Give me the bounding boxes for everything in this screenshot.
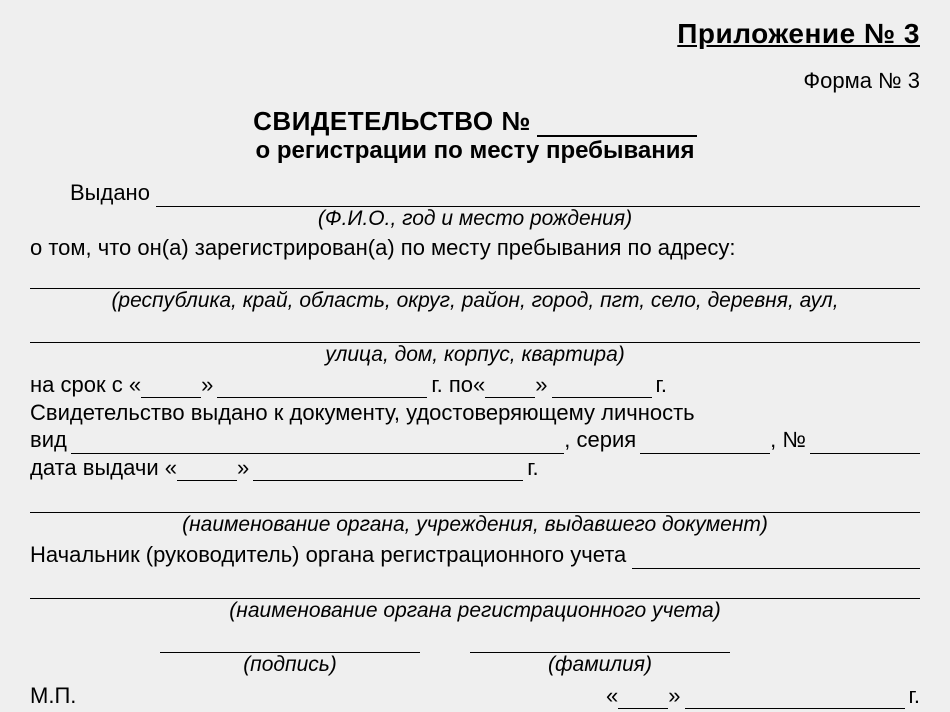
reg-authority-hint: (наименование органа регистрационного уч… bbox=[30, 599, 920, 623]
reg-authority-blank[interactable] bbox=[30, 573, 920, 599]
mp-month[interactable] bbox=[685, 684, 905, 708]
q5: » bbox=[668, 683, 680, 709]
q3: » bbox=[237, 454, 249, 482]
authority-blank[interactable] bbox=[30, 487, 920, 513]
fio-hint: (Ф.И.О., год и место рождения) bbox=[30, 207, 920, 231]
issue-day[interactable] bbox=[177, 457, 237, 481]
mp-day[interactable] bbox=[618, 684, 668, 708]
surname-blank[interactable] bbox=[470, 627, 730, 653]
address-hint-1: (республика, край, область, округ, район… bbox=[30, 289, 920, 313]
head-blank[interactable] bbox=[632, 544, 920, 568]
authority-hint: (наименование органа, учреждения, выдавш… bbox=[30, 513, 920, 537]
title-main: СВИДЕТЕЛЬСТВО № bbox=[253, 106, 531, 136]
mp-label: М.П. bbox=[30, 683, 76, 709]
certificate-title: СВИДЕТЕЛЬСТВО № о регистрации по месту п… bbox=[30, 106, 920, 165]
issued-label: Выдано bbox=[70, 179, 150, 207]
mp-g: г. bbox=[909, 683, 920, 709]
period-to-month[interactable] bbox=[552, 374, 652, 398]
vid-label: вид bbox=[30, 426, 67, 454]
q4: « bbox=[606, 683, 618, 709]
title-sub: о регистрации по месту пребывания bbox=[30, 137, 920, 165]
cert-doc-text: Свидетельство выдано к документу, удосто… bbox=[30, 400, 920, 426]
signature-blank[interactable] bbox=[160, 627, 420, 653]
issue-date-label: дата выдачи « bbox=[30, 454, 177, 482]
address-blank-2[interactable] bbox=[30, 317, 920, 343]
period-from-label: на срок с « bbox=[30, 371, 141, 399]
address-hint-2: улица, дом, корпус, квартира) bbox=[30, 343, 920, 367]
g-end-label: г. bbox=[656, 371, 667, 399]
q2: » bbox=[535, 371, 547, 399]
doc-number-blank[interactable] bbox=[810, 429, 920, 453]
series-label: , серия bbox=[564, 426, 636, 454]
signature-hint: (подпись) bbox=[160, 653, 420, 677]
issue-g: г. bbox=[527, 454, 538, 482]
issue-month[interactable] bbox=[253, 457, 523, 481]
address-blank-1[interactable] bbox=[30, 263, 920, 289]
doc-series-blank[interactable] bbox=[640, 429, 770, 453]
surname-hint: (фамилия) bbox=[470, 653, 730, 677]
number-label: , № bbox=[770, 426, 806, 454]
doc-type-blank[interactable] bbox=[71, 429, 564, 453]
g-po-label: г. по« bbox=[431, 371, 485, 399]
form-number: Форма № 3 bbox=[30, 68, 920, 94]
appendix-label: Приложение № 3 bbox=[677, 18, 920, 49]
registered-text: о том, что он(а) зарегистрирован(а) по м… bbox=[30, 235, 920, 261]
period-to-day[interactable] bbox=[485, 374, 535, 398]
period-from-month[interactable] bbox=[217, 374, 427, 398]
period-from-day[interactable] bbox=[141, 374, 201, 398]
q1: » bbox=[201, 371, 213, 399]
head-label: Начальник (руководитель) органа регистра… bbox=[30, 541, 626, 569]
issued-to-blank[interactable] bbox=[156, 182, 920, 206]
